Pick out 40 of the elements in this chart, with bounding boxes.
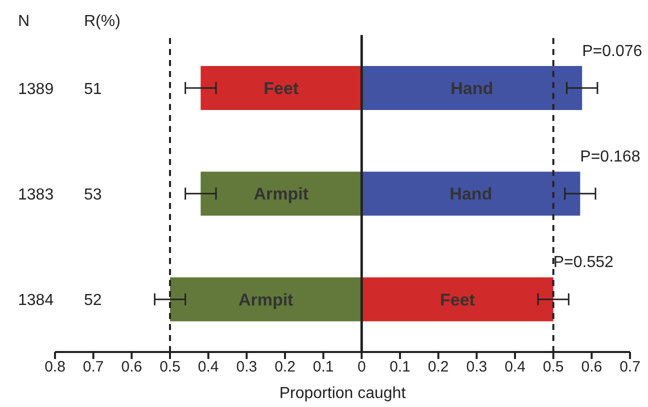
annotation: 53 [84,186,102,204]
y-tick-label: 1383 [18,186,54,204]
annotation: P=0.168 [580,148,640,166]
x-tick-label: 0 [357,358,366,376]
x-tick-label: 0.6 [121,358,142,376]
data-label: Feet [440,290,476,310]
data-label: Feet [264,79,299,98]
bar [362,172,580,216]
data-label: Armpit [254,184,309,204]
x-tick-label: 0.7 [620,358,640,376]
bar [200,172,362,216]
y-tick-label: 1389 [18,80,54,98]
x-tick-label: 0.2 [274,358,296,376]
bar [170,277,362,322]
bar [362,277,554,322]
x-tick-label: 0.7 [82,358,104,376]
annotation: P=0.552 [553,254,614,272]
x-tick-label: 0.5 [160,358,180,376]
data-label: Hand [450,184,492,204]
x-tick-label: 0.4 [504,358,526,376]
x-tick-label: 0.6 [581,358,602,376]
x-axis-title: Proportion caught [279,385,406,402]
annotation: 52 [84,292,102,310]
data-label: Armpit [238,290,294,310]
x-tick-label: 0.5 [542,358,564,376]
bar [200,66,362,110]
x-tick-label: 0.2 [428,358,449,376]
x-tick-label: 0.1 [390,358,410,376]
annotation: P=0.076 [582,42,642,60]
data-label: Hand [450,79,494,98]
text: R(%) [84,12,120,30]
text: N [18,12,30,30]
x-tick-label: 0.3 [466,358,488,376]
annotation: 51 [84,80,102,98]
x-tick-label: 0.8 [44,358,66,376]
bar [362,66,582,110]
x-tick-label: 0.4 [198,358,219,376]
x-tick-label: 0.3 [236,358,258,376]
y-tick-label: 1384 [18,292,54,310]
x-tick-label: 0.1 [312,358,334,376]
